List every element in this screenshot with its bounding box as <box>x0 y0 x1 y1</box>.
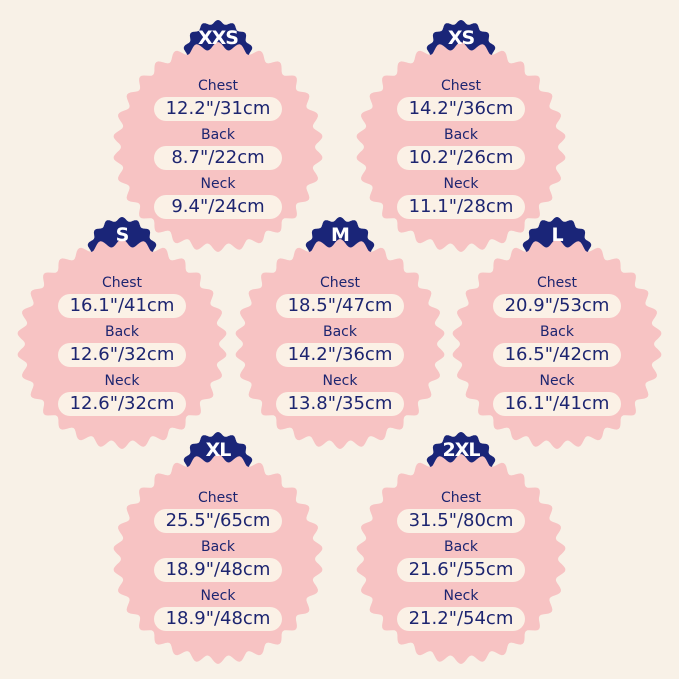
measurement-label: Chest <box>319 275 361 291</box>
measurement-value: 18.9"/48cm <box>154 558 282 582</box>
measurement-label: Neck <box>200 176 236 192</box>
measurement-label: Back <box>201 539 235 555</box>
size-card-2xl: 2XL Chest 31.5"/80cm Back 21.6"/55cm Neck 21.2… <box>341 427 581 667</box>
measurement-label: Back <box>105 324 139 340</box>
measurement-label: Chest <box>440 78 482 94</box>
size-label: XL <box>205 439 232 461</box>
measurement-label: Chest <box>536 275 578 291</box>
measurement-value: 9.4"/24cm <box>154 195 282 219</box>
measurement-label: Neck <box>200 588 236 604</box>
measurement-label: Neck <box>443 588 479 604</box>
measurement-label: Back <box>540 324 574 340</box>
measurement-value: 21.6"/55cm <box>397 558 525 582</box>
measurement-value: 25.5"/65cm <box>154 509 282 533</box>
measurement-label: Chest <box>440 490 482 506</box>
measurement-value: 16.5"/42cm <box>493 343 621 367</box>
size-label: XS <box>447 27 475 49</box>
measurement-label: Neck <box>443 176 479 192</box>
measurement-value: 12.2"/31cm <box>154 97 282 121</box>
size-card-m: M Chest 18.5"/47cm Back 14.2"/36cm Neck 13.8"/… <box>220 212 460 452</box>
measurement-value: 8.7"/22cm <box>154 146 282 170</box>
size-card-s: S Chest 16.1"/41cm Back 12.6"/32cm Neck 12.6"/… <box>2 212 242 452</box>
measurement-value: 18.5"/47cm <box>276 294 404 318</box>
measurement-value: 10.2"/26cm <box>397 146 525 170</box>
size-card-l: L Chest 20.9"/53cm Back 16.5"/42cm Neck 16.1"/… <box>437 212 677 452</box>
measurement-label: Back <box>201 127 235 143</box>
size-label: L <box>551 224 563 246</box>
measurement-label: Back <box>323 324 357 340</box>
size-card-xs: XS Chest 14.2"/36cm Back 10.2"/26cm Neck 11.1"… <box>341 15 581 255</box>
measurement-value: 20.9"/53cm <box>493 294 621 318</box>
size-card-xxs: XXS Chest 12.2"/31cm Back 8.7"/22cm Neck 9.4"/… <box>98 15 338 255</box>
measurement-label: Back <box>444 539 478 555</box>
size-label: 2XL <box>442 439 481 461</box>
measurement-label: Chest <box>101 275 143 291</box>
measurement-value: 16.1"/41cm <box>58 294 186 318</box>
measurement-label: Neck <box>104 373 140 389</box>
measurement-value: 31.5"/80cm <box>397 509 525 533</box>
measurement-value: 14.2"/36cm <box>276 343 404 367</box>
measurement-value: 14.2"/36cm <box>397 97 525 121</box>
measurement-label: Neck <box>539 373 575 389</box>
measurement-value: 11.1"/28cm <box>397 195 525 219</box>
measurement-value: 13.8"/35cm <box>276 392 404 416</box>
measurement-value: 12.6"/32cm <box>58 343 186 367</box>
size-label: M <box>331 224 350 246</box>
size-card-xl: XL Chest 25.5"/65cm Back 18.9"/48cm Neck 18.9"… <box>98 427 338 667</box>
size-label: S <box>115 224 130 246</box>
size-label: XXS <box>198 27 239 49</box>
measurement-value: 21.2"/54cm <box>397 607 525 631</box>
measurement-label: Neck <box>322 373 358 389</box>
measurement-value: 18.9"/48cm <box>154 607 282 631</box>
measurement-value: 12.6"/32cm <box>58 392 186 416</box>
measurement-label: Chest <box>197 78 239 94</box>
measurement-label: Chest <box>197 490 239 506</box>
measurement-value: 16.1"/41cm <box>493 392 621 416</box>
measurement-label: Back <box>444 127 478 143</box>
